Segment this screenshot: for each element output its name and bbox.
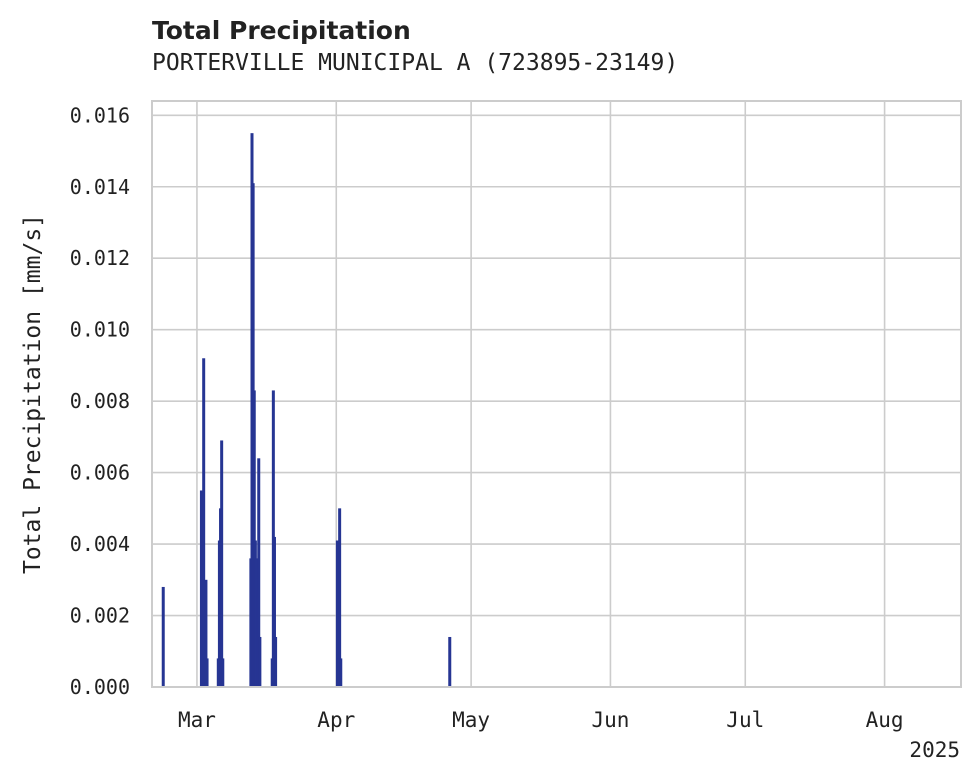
x-tick-label: Jun — [591, 708, 629, 732]
precip-bar — [220, 440, 224, 687]
precip-bar — [272, 536, 276, 687]
precip-bar — [202, 358, 206, 687]
precip-bar — [205, 658, 209, 687]
x-tick-label: May — [452, 708, 490, 732]
y-tick-label: 0.016 — [70, 103, 130, 127]
y-axis-label: Total Precipitation [mm/s] — [20, 214, 46, 574]
y-tick-label: 0.002 — [70, 604, 130, 628]
y-tick-label: 0.010 — [70, 318, 130, 342]
precip-bar — [258, 636, 262, 687]
chart-subtitle: PORTERVILLE MUNICIPAL A (723895-23149) — [152, 50, 679, 76]
x-tick-label: Jul — [726, 708, 764, 732]
y-tick-label: 0.000 — [70, 675, 130, 699]
precip-bar — [339, 658, 343, 687]
x-axis-year-label: 2025 — [909, 738, 960, 762]
precip-bar — [335, 540, 339, 687]
x-tick-labels: Mar Apr May Jun Jul Aug — [178, 708, 904, 732]
y-tick-label: 0.008 — [70, 389, 130, 413]
y-tick-label: 0.014 — [70, 175, 130, 199]
y-tick-label: 0.006 — [70, 461, 130, 485]
y-tick-label: 0.012 — [70, 246, 130, 270]
bars — [161, 133, 452, 687]
precip-bar — [338, 508, 342, 687]
precip-bar — [204, 579, 208, 687]
precip-bar — [221, 658, 225, 687]
y-tick-label: 0.004 — [70, 532, 130, 556]
precip-bar — [448, 636, 452, 687]
chart-title: Total Precipitation — [152, 16, 411, 45]
precip-bar — [161, 586, 165, 687]
plot-frame — [151, 100, 962, 688]
x-tick-label: Mar — [178, 708, 216, 732]
precip-bar — [257, 458, 261, 687]
precip-bar — [274, 636, 278, 687]
precip-bar — [252, 390, 256, 687]
x-tick-label: Aug — [866, 708, 904, 732]
x-tick-label: Apr — [317, 708, 355, 732]
y-tick-labels: 0.000 0.002 0.004 0.006 0.008 0.010 0.012 0.014… — [70, 103, 130, 699]
